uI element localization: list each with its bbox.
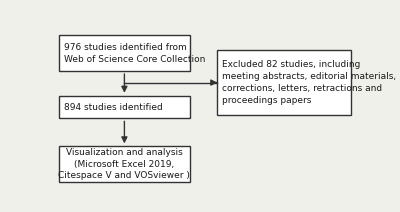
Text: Visualization and analysis
(Microsoft Excel 2019,
Citespace V and VOSviewer ): Visualization and analysis (Microsoft Ex… [58, 148, 190, 180]
Text: Excluded 82 studies, including
meeting abstracts, editorial materials,
correctio: Excluded 82 studies, including meeting a… [222, 60, 396, 105]
FancyBboxPatch shape [59, 146, 190, 182]
Text: 894 studies identified: 894 studies identified [64, 103, 163, 112]
FancyBboxPatch shape [59, 35, 190, 71]
Text: 976 studies identified from
Web of Science Core Collection: 976 studies identified from Web of Scien… [64, 43, 205, 64]
FancyBboxPatch shape [59, 96, 190, 119]
FancyBboxPatch shape [218, 50, 351, 115]
